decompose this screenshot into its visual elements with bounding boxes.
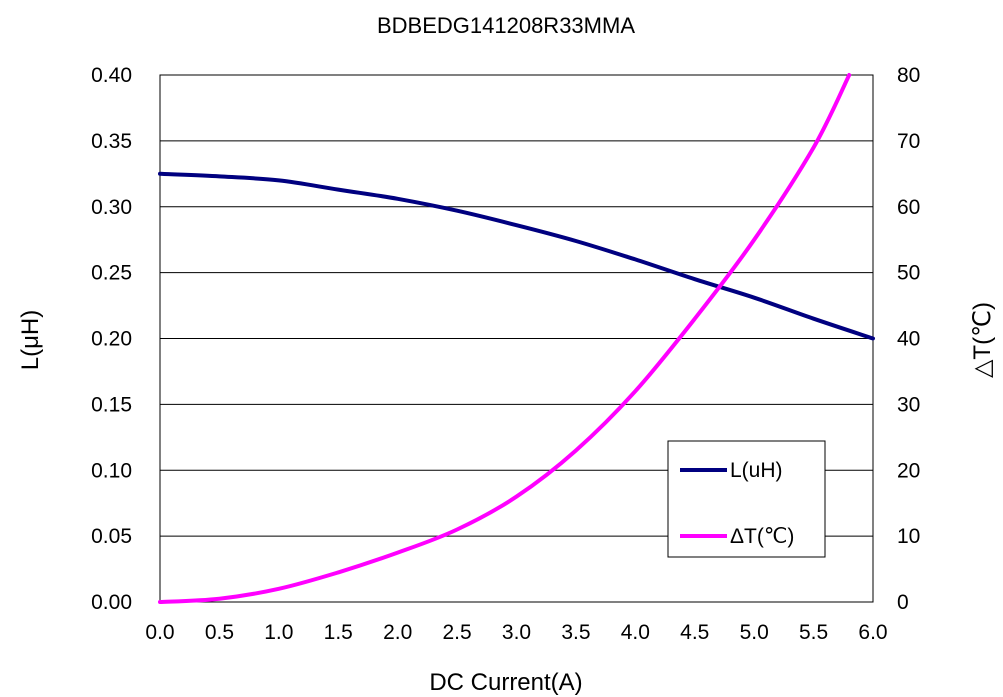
y-tick-label: 0.40 [91,64,132,87]
y2-tick-label: 70 [897,130,920,153]
y2-tick-label: 30 [897,393,920,416]
y-tick-label: 0.30 [91,196,132,219]
x-tick-label: 6.0 [858,621,887,644]
x-tick-label: 5.5 [799,621,828,644]
x-tick-label: 2.0 [383,621,412,644]
y2-tick-label: 10 [897,525,920,548]
series-line-temperature [158,73,852,604]
series-layer [158,73,875,604]
y-axis-label: L(μH) [17,310,44,371]
y-tick-label: 0.20 [91,328,132,351]
legend-label-temperature: ΔT(℃) [730,525,794,548]
x-tick-label: 3.0 [502,621,531,644]
chart-title: BDBEDG141208R33MMA [377,13,635,38]
x-tick-label: 1.5 [324,621,353,644]
legend-label-inductance: L(uH) [730,459,783,482]
y2-tick-label: 20 [897,459,920,482]
x-tick-label: 3.5 [561,621,590,644]
y-tick-label: 0.15 [91,393,132,416]
y-tick-label: 0.00 [91,591,132,614]
y2-tick-label: 60 [897,196,920,219]
y2-axis-ticks: 0 10 20 30 40 50 60 70 80 [897,64,920,614]
x-tick-label: 4.5 [680,621,709,644]
x-tick-label: 1.0 [264,621,293,644]
x-tick-label: 2.5 [442,621,471,644]
y-tick-label: 0.05 [91,525,132,548]
y-tick-label: 0.25 [91,262,132,285]
legend: L(uH) ΔT(℃) [667,440,826,558]
x-tick-label: 5.0 [740,621,769,644]
y2-tick-label: 40 [897,328,920,351]
x-tick-label: 0.0 [145,621,174,644]
y2-tick-label: 50 [897,262,920,285]
y2-axis-label: △T(℃) [969,302,996,378]
x-tick-label: 0.5 [205,621,234,644]
y-axis-ticks: 0.00 0.05 0.10 0.15 0.20 0.25 0.30 0.35 0.40 [91,64,132,614]
y-tick-label: 0.10 [91,459,132,482]
x-axis-ticks: 0.0 0.5 1.0 1.5 2.0 2.5 3.0 3.5 4.0 4.5 5.0 5.5 6.0 [145,621,887,644]
series-line-inductance [158,171,875,341]
y2-tick-label: 80 [897,64,920,87]
y2-tick-label: 0 [897,591,909,614]
y-tick-label: 0.35 [91,130,132,153]
x-axis-label: DC Current(A) [429,669,582,696]
x-tick-label: 4.0 [621,621,650,644]
